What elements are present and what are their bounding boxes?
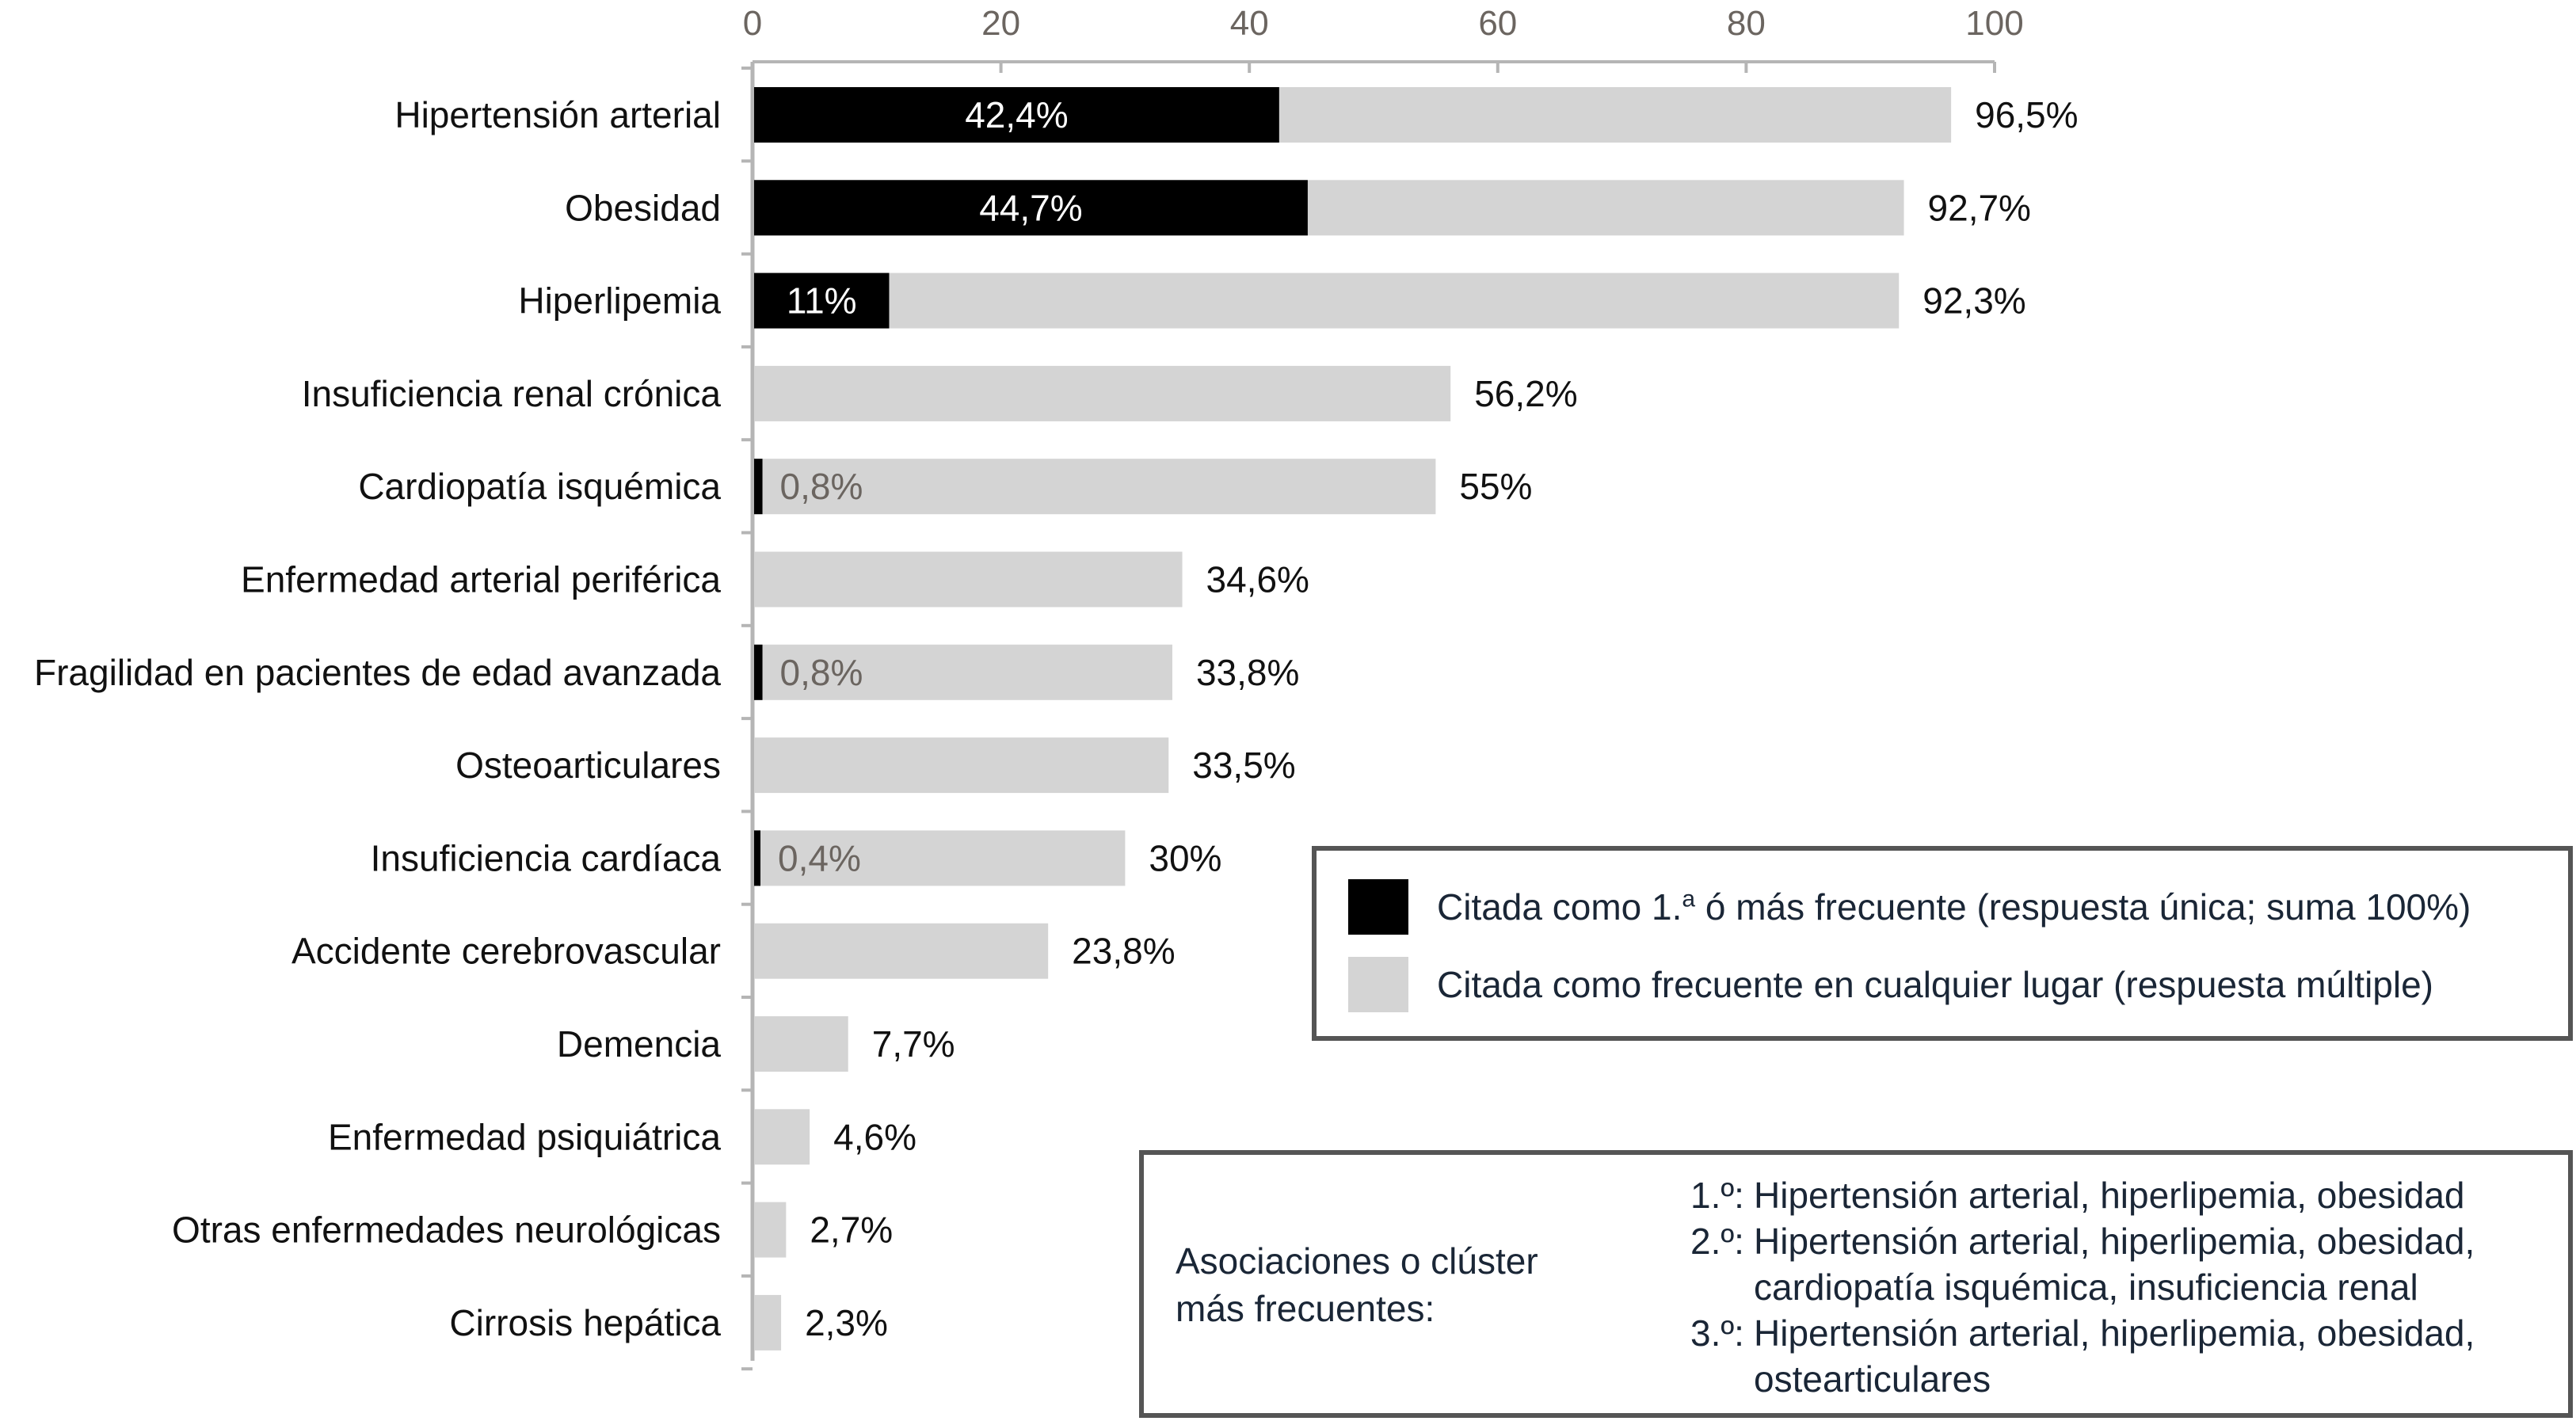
association-number: 1.º: <box>1690 1175 1744 1216</box>
total-value-label: 23,8% <box>1072 931 1175 972</box>
category-label: Osteoarticulares <box>455 745 721 786</box>
category-label: Hiperlipemia <box>518 280 721 322</box>
associations-title-line1: Asociaciones o clúster <box>1176 1240 1538 1282</box>
category-label: Hipertensión arterial <box>394 94 721 135</box>
bar-first-cited <box>754 272 890 329</box>
bar-any-position <box>754 644 1172 700</box>
total-value-label: 92,3% <box>1922 280 2025 322</box>
association-item-1: 1.º: Hipertensión arterial, hiperlipemia… <box>1690 1172 2570 1218</box>
bar-any-position <box>754 1016 848 1072</box>
first-cited-value-label: 11% <box>787 280 857 322</box>
total-value-label: 33,8% <box>1196 652 1299 693</box>
association-item-3: 3.º: Hipertensión arterial, hiperlipemia… <box>1690 1310 2570 1402</box>
bar-any-position <box>754 737 1169 794</box>
total-value-label: 30% <box>1149 837 1221 878</box>
total-value-label: 55% <box>1459 466 1532 507</box>
bar-any-position <box>754 459 1436 515</box>
total-value-label: 33,5% <box>1192 745 1295 786</box>
first-cited-value-label: 0,8% <box>780 652 863 693</box>
x-tick-label: 40 <box>1230 4 1269 43</box>
category-label: Cardiopatía isquémica <box>358 466 721 507</box>
associations-title-line2: más frecuentes: <box>1176 1288 1435 1329</box>
first-cited-value-label: 42,4% <box>965 94 1068 135</box>
association-item-2: 2.º: Hipertensión arterial, hiperlipemia… <box>1690 1218 2570 1310</box>
category-label: Obesidad <box>565 187 721 228</box>
x-tick-label: 80 <box>1727 4 1766 43</box>
total-value-label: 2,3% <box>805 1302 888 1343</box>
legend-label-any-position: Citada como frecuente en cualquier lugar… <box>1437 964 2433 1005</box>
category-label: Fragilidad en pacientes de edad avanzada <box>34 652 721 693</box>
legend-item-first-cited: Citada como 1.a ó más frecuente (respues… <box>1348 879 2471 935</box>
total-value-label: 7,7% <box>872 1023 955 1065</box>
bars-layer <box>754 87 1952 1351</box>
association-text: Hipertensión arterial, hiperlipemia, obe… <box>1754 1175 2465 1216</box>
bar-any-position <box>754 1294 782 1351</box>
association-text: Hipertensión arterial, hiperlipemia, obe… <box>1754 1312 2475 1400</box>
category-label: Cirrosis hepática <box>449 1302 721 1343</box>
total-value-label: 96,5% <box>1975 94 2078 135</box>
first-cited-value-label: 0,4% <box>778 837 861 878</box>
total-value-label: 92,7% <box>1928 187 2031 228</box>
legend-swatch-gray <box>1348 957 1408 1012</box>
bar-first-cited <box>754 180 1308 236</box>
total-value-label: 2,7% <box>810 1210 893 1251</box>
total-value-label: 34,6% <box>1206 559 1309 600</box>
first-cited-value-label: 0,8% <box>780 466 863 507</box>
association-number: 3.º: <box>1690 1312 1744 1354</box>
x-tick-label: 0 <box>743 4 762 43</box>
bar-any-position <box>754 551 1183 608</box>
legend: Citada como 1.a ó más frecuente (respues… <box>1312 846 2573 1041</box>
category-label: Insuficiencia renal crónica <box>302 373 722 414</box>
x-tick-label: 60 <box>1478 4 1517 43</box>
associations-list: 1.º: Hipertensión arterial, hiperlipemia… <box>1690 1172 2570 1402</box>
category-label: Accidente cerebrovascular <box>292 931 721 972</box>
axis-layer: 0 20 40 60 80 100 <box>741 4 2024 1371</box>
first-cited-value-label: 44,7% <box>979 187 1082 228</box>
category-label: Otras enfermedades neurológicas <box>172 1210 721 1251</box>
category-label: Enfermedad psiquiátrica <box>328 1116 721 1157</box>
associations-box: Asociaciones o clúster más frecuentes: 1… <box>1139 1150 2573 1418</box>
bar-any-position <box>754 1202 787 1258</box>
category-label: Insuficiencia cardíaca <box>371 837 722 878</box>
total-value-label: 4,6% <box>833 1116 916 1157</box>
category-label: Enfermedad arterial periférica <box>241 559 721 600</box>
bar-first-cited <box>754 830 760 886</box>
legend-item-any-position: Citada como frecuente en cualquier lugar… <box>1348 957 2433 1012</box>
bar-first-cited <box>754 459 763 515</box>
associations-title: Asociaciones o clúster más frecuentes: <box>1176 1237 1619 1332</box>
association-text: Hipertensión arterial, hiperlipemia, obe… <box>1754 1221 2475 1308</box>
legend-swatch-black <box>1348 879 1408 935</box>
bar-any-position <box>754 272 1900 329</box>
labels-layer: Hipertensión arterial 96,5% 42,4% Obesidad 9… <box>34 94 2079 1343</box>
bar-any-position <box>754 365 1451 421</box>
total-value-label: 56,2% <box>1474 373 1577 414</box>
bar-any-position <box>754 923 1049 979</box>
category-label: Demencia <box>557 1023 722 1065</box>
bar-any-position <box>754 830 1126 886</box>
bar-first-cited <box>754 644 763 700</box>
legend-label-first-cited: Citada como 1.a ó más frecuente (respues… <box>1437 886 2471 928</box>
x-tick-label: 20 <box>981 4 1020 43</box>
association-number: 2.º: <box>1690 1221 1744 1262</box>
bar-first-cited <box>754 87 1279 143</box>
bar-any-position <box>754 1109 810 1165</box>
x-tick-label: 100 <box>1965 4 2023 43</box>
